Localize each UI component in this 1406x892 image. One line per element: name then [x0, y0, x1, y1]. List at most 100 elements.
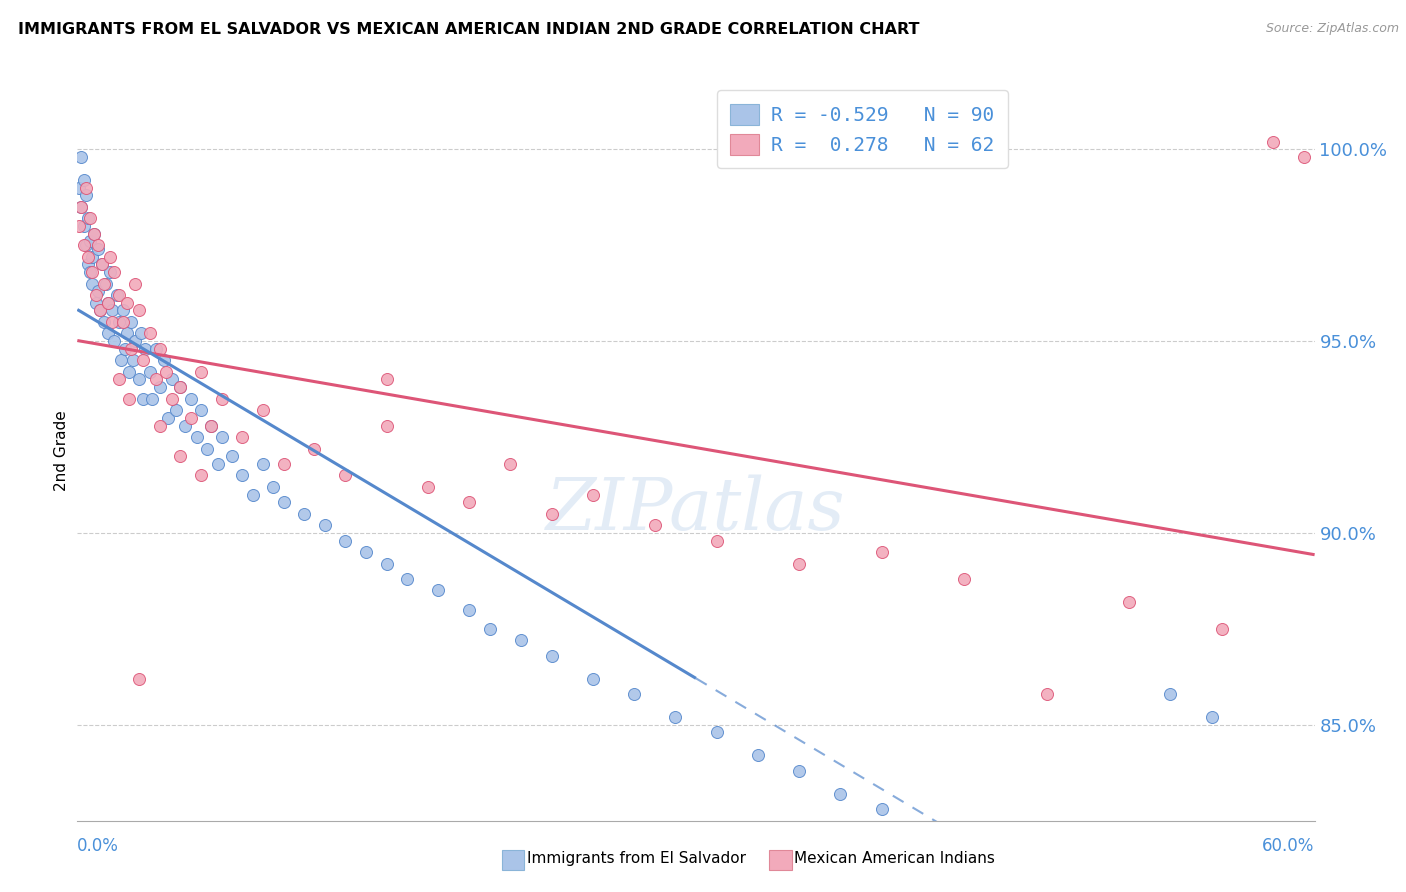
Point	[830, 787, 852, 801]
Point	[101, 303, 124, 318]
Point	[458, 602, 481, 616]
Point	[304, 442, 326, 456]
Point	[87, 238, 110, 252]
Point	[262, 480, 284, 494]
Point	[582, 487, 605, 501]
Point	[458, 495, 481, 509]
Point	[67, 219, 90, 233]
Point	[145, 372, 167, 386]
Point	[354, 545, 377, 559]
Point	[97, 326, 120, 341]
Point	[153, 353, 176, 368]
Point	[93, 277, 115, 291]
Point	[953, 572, 976, 586]
Point	[118, 392, 141, 406]
Point	[132, 353, 155, 368]
Point	[231, 468, 253, 483]
Point	[499, 457, 522, 471]
Point	[200, 418, 222, 433]
Point	[416, 480, 439, 494]
Point	[252, 403, 274, 417]
Point	[128, 303, 150, 318]
Point	[787, 764, 810, 778]
Point	[200, 418, 222, 433]
Point	[149, 418, 172, 433]
Point	[1035, 879, 1057, 892]
Point	[110, 353, 132, 368]
Point	[1294, 150, 1316, 164]
Point	[83, 227, 105, 241]
Point	[129, 326, 152, 341]
Point	[98, 250, 121, 264]
Point	[186, 430, 208, 444]
Point	[97, 295, 120, 310]
Point	[141, 392, 163, 406]
Point	[122, 353, 145, 368]
Point	[132, 392, 155, 406]
Point	[72, 173, 94, 187]
Point	[173, 418, 195, 433]
Point	[582, 672, 605, 686]
Point	[190, 468, 212, 483]
Point	[160, 392, 183, 406]
Point	[160, 372, 183, 386]
Text: IMMIGRANTS FROM EL SALVADOR VS MEXICAN AMERICAN INDIAN 2ND GRADE CORRELATION CHA: IMMIGRANTS FROM EL SALVADOR VS MEXICAN A…	[18, 22, 920, 37]
Point	[664, 710, 686, 724]
Point	[101, 315, 124, 329]
Point	[1211, 622, 1233, 636]
Y-axis label: 2nd Grade: 2nd Grade	[53, 410, 69, 491]
Point	[169, 449, 191, 463]
Point	[72, 219, 94, 233]
Text: Immigrants from El Salvador: Immigrants from El Salvador	[527, 851, 747, 865]
Point	[644, 518, 666, 533]
Point	[335, 533, 357, 548]
Point	[97, 295, 120, 310]
Point	[103, 265, 125, 279]
Point	[80, 265, 103, 279]
Point	[375, 557, 398, 571]
Point	[70, 200, 93, 214]
Point	[120, 342, 142, 356]
Point	[96, 277, 118, 291]
Point	[427, 583, 450, 598]
Point	[252, 457, 274, 471]
Point	[165, 403, 187, 417]
Point	[211, 392, 233, 406]
Point	[115, 326, 138, 341]
Point	[994, 863, 1017, 878]
Point	[787, 557, 810, 571]
Point	[149, 380, 172, 394]
Point	[124, 277, 146, 291]
Point	[87, 285, 110, 299]
Point	[80, 277, 103, 291]
Point	[107, 315, 129, 329]
Point	[84, 295, 107, 310]
Text: Source: ZipAtlas.com: Source: ZipAtlas.com	[1265, 22, 1399, 36]
Point	[706, 533, 728, 548]
Point	[231, 430, 253, 444]
Point	[128, 672, 150, 686]
Point	[478, 622, 501, 636]
Point	[1263, 135, 1285, 149]
Text: ▪: ▪	[770, 844, 790, 872]
Text: Mexican American Indians: Mexican American Indians	[794, 851, 995, 865]
Point	[107, 372, 129, 386]
Text: 0.0%: 0.0%	[77, 837, 120, 855]
Point	[124, 334, 146, 348]
Point	[273, 457, 295, 471]
Point	[79, 235, 101, 249]
Point	[89, 303, 111, 318]
Point	[138, 365, 160, 379]
Point	[157, 410, 180, 425]
Point	[128, 372, 150, 386]
Point	[1035, 687, 1057, 701]
Point	[72, 238, 94, 252]
Point	[292, 507, 315, 521]
Point	[1159, 687, 1181, 701]
Point	[1118, 595, 1140, 609]
Point	[134, 342, 156, 356]
Point	[1201, 710, 1223, 724]
Point	[75, 180, 97, 194]
Point	[180, 392, 202, 406]
Point	[221, 449, 243, 463]
